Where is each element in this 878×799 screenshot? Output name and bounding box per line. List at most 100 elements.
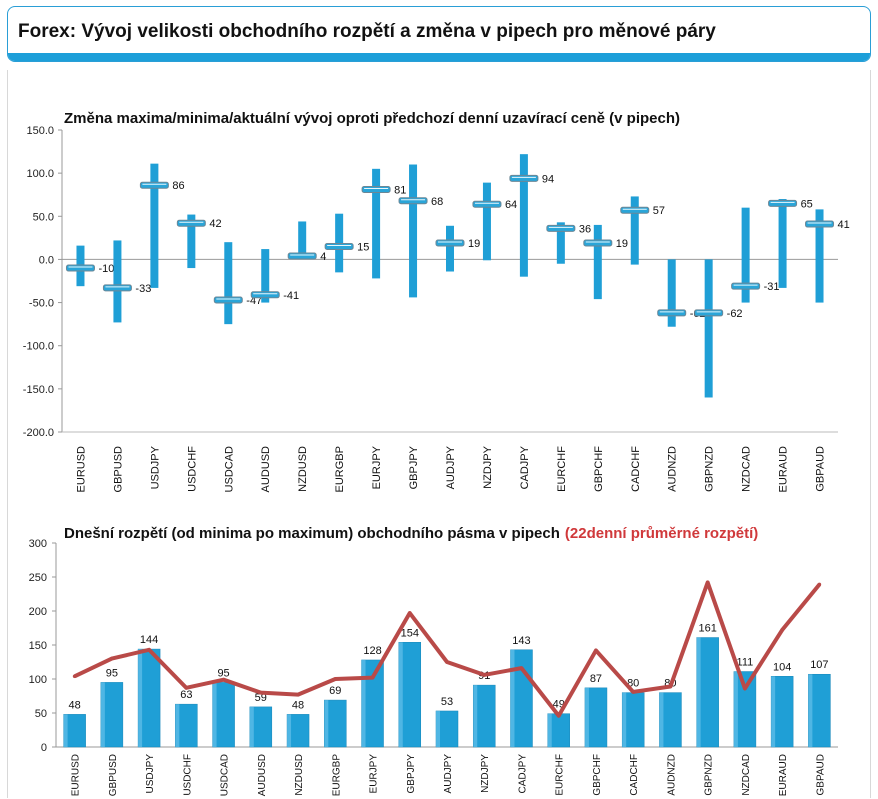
- current-value-label: 64: [505, 199, 517, 211]
- range-value-label: 53: [441, 696, 453, 708]
- page-header: Forex: Vývoj velikosti obchodního rozpět…: [7, 6, 871, 62]
- range-value-label: 95: [217, 667, 229, 679]
- current-value-label: 57: [653, 205, 665, 217]
- chart2-y-tick-label: 0: [41, 742, 47, 754]
- chart2-category-label: GBPUSD: [108, 754, 119, 796]
- chart1-category-label: AUDJPY: [445, 445, 457, 489]
- chart1-category-label: USDJPY: [149, 445, 161, 489]
- chart1-y-tick-label: -150.0: [23, 384, 54, 396]
- range-bar: [298, 221, 307, 260]
- average-range-point: [705, 580, 710, 585]
- range-bar-shine: [622, 692, 627, 747]
- range-value-label: 111: [737, 657, 754, 669]
- chart2-category-label: NZDJPY: [480, 754, 491, 793]
- range-bar: [113, 240, 122, 323]
- average-range-point: [445, 660, 449, 664]
- range-bar-shine: [249, 706, 254, 747]
- current-value-label: 19: [616, 238, 628, 250]
- range-bar: [630, 196, 639, 265]
- range-bar: [741, 207, 750, 303]
- chart2-category-label: EURGBP: [331, 754, 342, 797]
- range-bar-shine: [659, 692, 664, 747]
- chart1-category-label: GBPUSD: [112, 446, 124, 493]
- range-value-label: 69: [329, 685, 341, 697]
- current-value-label: 41: [838, 219, 850, 231]
- average-range-point: [147, 647, 151, 652]
- chart1-category-label: EURJPY: [371, 445, 383, 489]
- range-bar: [372, 168, 381, 279]
- range-bar-shine: [138, 649, 143, 747]
- average-range-point: [296, 692, 300, 697]
- range-bar: [815, 209, 824, 303]
- chart1-category-label: AUDUSD: [260, 446, 272, 493]
- range-value-label: 128: [363, 645, 381, 657]
- range-bar-shine: [473, 685, 478, 747]
- chart1-category-label: USDCHF: [186, 446, 198, 492]
- chart2-category-label: USDCHF: [182, 754, 193, 796]
- range-bar-shine: [584, 687, 589, 747]
- range-value-label: 48: [68, 699, 80, 711]
- chart1-category-label: NZDCAD: [741, 446, 753, 492]
- range-bar-shine: [733, 671, 738, 747]
- chart2-category-label: EURJPY: [369, 754, 380, 794]
- chart2-title-highlight: (22denní průměrné rozpětí): [565, 525, 758, 542]
- chart1-category-label: EURGBP: [334, 446, 346, 492]
- average-range-point: [407, 611, 412, 615]
- chart1-category-label: CADJPY: [519, 445, 531, 489]
- range-value-label: 87: [590, 673, 602, 685]
- chart1-y-tick-label: -50.0: [29, 298, 54, 310]
- average-range-point: [743, 686, 747, 691]
- chart2-category-label: GBPAUD: [815, 754, 826, 796]
- chart1-category-label: NZDUSD: [297, 446, 309, 492]
- chart1-title: Změna maxima/minima/aktuální vývoj oprot…: [64, 110, 680, 127]
- chart2-category-label: USDJPY: [145, 754, 156, 794]
- chart2-category-label: NZDUSD: [294, 754, 305, 796]
- current-value-label: -41: [283, 290, 299, 302]
- range-bar: [593, 224, 602, 300]
- chart1-category-label: USDCAD: [223, 446, 235, 493]
- current-value-label: 86: [172, 180, 184, 192]
- chart1-y-tick-label: -200.0: [23, 427, 54, 439]
- chart2-category-label: CADCHF: [629, 754, 640, 796]
- range-bar-shine: [100, 682, 105, 747]
- chart1-y-tick-label: 0.0: [39, 254, 54, 266]
- average-range-point: [184, 686, 189, 690]
- chart1-y-tick-label: 100.0: [26, 168, 54, 180]
- chart1-category-label: GBPNZD: [704, 446, 716, 492]
- range-bar-shine: [510, 649, 515, 747]
- average-range-point: [370, 675, 375, 680]
- chart2-category-label: GBPCHF: [592, 754, 603, 796]
- range-bar: [778, 199, 787, 288]
- average-range-point: [110, 656, 114, 661]
- chart1-category-label: EURCHF: [556, 446, 568, 492]
- range-value-label: 95: [106, 667, 118, 679]
- range-value-label: 143: [512, 635, 530, 647]
- range-bar: [187, 214, 196, 269]
- current-value-label: 4: [320, 251, 326, 263]
- average-range-point: [482, 673, 487, 677]
- chart2-title-main: Dnešní rozpětí (od minima po maximum) ob…: [64, 525, 560, 542]
- range-bar: [224, 242, 233, 325]
- average-range-point: [594, 648, 598, 653]
- pip-change-chart: Změna maxima/minima/aktuální vývoj oprot…: [23, 110, 850, 493]
- range-value-label: 107: [810, 659, 828, 671]
- average-range-point: [817, 582, 822, 587]
- average-range-point: [221, 677, 226, 682]
- chart1-y-tick-label: -100.0: [23, 341, 54, 353]
- range-bar-shine: [63, 714, 68, 747]
- range-bar: [482, 182, 491, 261]
- range-bar-shine: [808, 674, 813, 747]
- chart2-category-label: EURCHF: [555, 754, 566, 796]
- average-range-point: [631, 690, 635, 694]
- range-value-label: 154: [401, 627, 419, 639]
- chart1-category-label: CADCHF: [630, 446, 642, 492]
- chart2-category-label: EURUSD: [71, 754, 82, 796]
- chart2-y-tick-label: 250: [29, 572, 47, 584]
- chart1-y-tick-label: 150.0: [26, 125, 54, 137]
- range-bar-shine: [771, 676, 776, 747]
- range-bar: [667, 259, 676, 327]
- range-bar: [261, 249, 270, 303]
- average-range-point: [259, 690, 263, 695]
- range-value-label: 144: [140, 634, 158, 646]
